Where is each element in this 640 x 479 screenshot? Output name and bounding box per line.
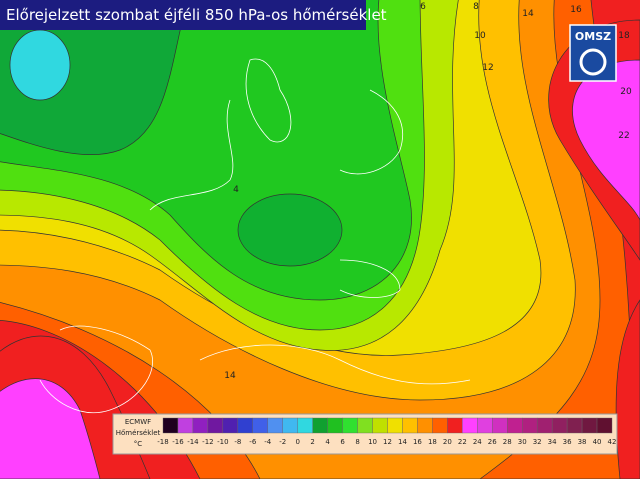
colorbar-tick-label: 0 xyxy=(295,438,299,446)
colorbar: -18 -16 -14 -12 -10 -8 -6 -4 -2 0 2 4 6 8 10 12 14 16 18 20… xyxy=(157,417,617,446)
logo xyxy=(569,24,617,82)
contour-label: 16 xyxy=(570,5,582,15)
contour-label: 6 xyxy=(420,2,426,12)
contour-label: 18 xyxy=(618,31,630,41)
colorbar-tick-label: 18 xyxy=(428,438,437,446)
colorbar-tick-label: 26 xyxy=(488,438,497,446)
colorbar-box xyxy=(192,417,209,434)
colorbar-tick-label: 24 xyxy=(473,438,482,446)
colorbar-box xyxy=(522,417,538,434)
coastline xyxy=(149,99,234,211)
colorbar-box xyxy=(387,417,403,434)
contour-label: 20 xyxy=(620,87,632,97)
band xyxy=(237,193,343,267)
colorbar-tick-label: 30 xyxy=(518,438,527,446)
colorbar-tick-label: -4 xyxy=(264,438,272,446)
colorbar-box xyxy=(177,417,194,434)
colorbar-box xyxy=(372,417,388,434)
contour-label: 12 xyxy=(482,63,493,73)
colorbar-tick-label: 36 xyxy=(563,438,572,446)
colorbar-tick-label: -12 xyxy=(202,438,213,446)
colorbar-box xyxy=(417,417,433,434)
colorbar-tick-label: -6 xyxy=(249,438,257,446)
coastline xyxy=(39,325,153,414)
colorbar-tick-label: 10 xyxy=(368,438,377,446)
colorbar-box xyxy=(536,417,553,434)
colorbar-tick-label: 8 xyxy=(355,438,359,446)
colorbar-box xyxy=(342,417,358,434)
contour-label: 22 xyxy=(618,131,629,141)
colorbar-tick-label: -16 xyxy=(172,438,184,446)
contour-label: 4 xyxy=(233,185,239,195)
colorbar-box xyxy=(357,417,373,434)
legend-unit: °C xyxy=(134,440,143,448)
colorbar-box xyxy=(297,417,313,434)
contour-label: 10 xyxy=(474,31,486,41)
colorbar-tick-label: 40 xyxy=(593,438,602,446)
colorbar-box xyxy=(492,417,508,434)
colorbar-tick-label: 22 xyxy=(458,438,467,446)
colorbar-tick-label: 6 xyxy=(340,438,345,446)
colorbar-box xyxy=(402,417,418,434)
contour-label: 14 xyxy=(522,9,534,19)
colorbar-tick-label: 4 xyxy=(325,438,330,446)
colorbar-tick-label: 16 xyxy=(413,438,422,446)
colorbar-box xyxy=(447,417,463,434)
colorbar-tick-label: 38 xyxy=(578,438,587,446)
legend-label: Hőmérséklet xyxy=(116,428,161,437)
title-box xyxy=(0,0,366,30)
coastlines xyxy=(39,58,471,414)
colorbar-box xyxy=(327,417,343,434)
colorbar-box xyxy=(312,417,328,434)
coastline xyxy=(339,89,404,175)
colorbar-box xyxy=(581,417,598,434)
band xyxy=(9,29,71,101)
colorbar-box xyxy=(507,417,523,434)
colorbar-tick-label: -14 xyxy=(187,438,199,446)
colorbar-tick-label: 34 xyxy=(548,438,557,446)
colorbar-box xyxy=(551,417,568,434)
coastline xyxy=(245,58,292,143)
colorbar-tick-label: 12 xyxy=(383,438,392,446)
colorbar-box xyxy=(237,417,253,434)
colorbar-box xyxy=(566,417,583,434)
colorbar-box xyxy=(252,417,268,434)
colorbar-box xyxy=(162,417,179,434)
colorbar-box xyxy=(222,417,239,434)
logo-text: OMSZ xyxy=(575,30,611,43)
colorbar-tick-label: -10 xyxy=(217,438,228,446)
colorbar-tick-label: 32 xyxy=(533,438,542,446)
contour-label: 14 xyxy=(224,371,236,381)
colorbar-box xyxy=(267,417,283,434)
colorbar-tick-label: 42 xyxy=(608,438,617,446)
band xyxy=(0,378,101,479)
contour-label: 8 xyxy=(473,2,479,12)
colorbar-tick-label: -2 xyxy=(279,438,286,446)
contour-labels: 6 8 10 12 14 16 18 20 22 4 14 xyxy=(224,2,632,381)
colorbar-box xyxy=(462,417,478,434)
colorbar-tick-label: 20 xyxy=(443,438,452,446)
colorbar-tick-label: -8 xyxy=(234,438,241,446)
coastline xyxy=(339,259,401,298)
colorbar-tick-label: -18 xyxy=(157,438,168,446)
colorbar-tick-label: 28 xyxy=(503,438,512,446)
colorbar-box xyxy=(596,417,613,434)
colorbar-tick-label: 2 xyxy=(310,438,314,446)
colorbar-box xyxy=(477,417,493,434)
legend-model: ECMWF xyxy=(125,418,151,426)
coastline xyxy=(199,344,471,385)
title: Előrejelzett szombat éjféli 850 hPa-os h… xyxy=(6,6,387,24)
colorbar-box xyxy=(282,417,298,434)
logo-emblem xyxy=(579,48,607,76)
colorbar-box xyxy=(207,417,224,434)
colorbar-tick-label: 14 xyxy=(398,438,407,446)
colorbar-box xyxy=(432,417,448,434)
legend: ECMWF Hőmérséklet °C -18 -16 -14 -12 -10 -8 -6… xyxy=(112,413,618,455)
